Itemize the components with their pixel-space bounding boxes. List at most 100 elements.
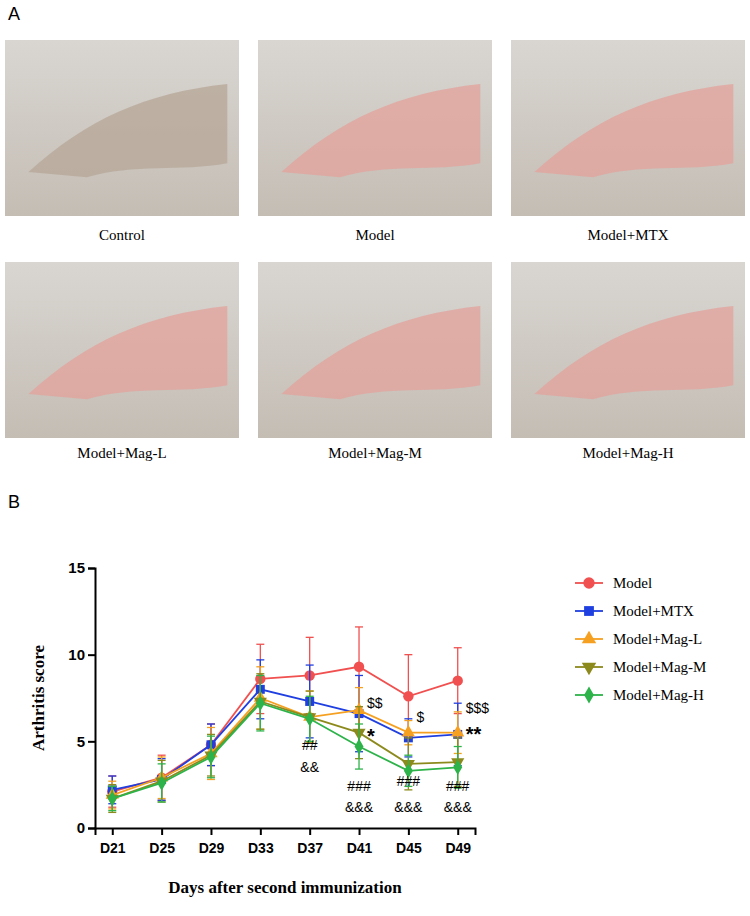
error-bar	[306, 691, 314, 743]
photo	[511, 40, 745, 216]
y-tick: 15	[68, 559, 95, 576]
photo	[258, 40, 492, 216]
figure: ABControlModelModel+MTXModel+Mag-LModel+…	[0, 0, 750, 916]
data-point	[305, 711, 314, 727]
data-point	[354, 662, 364, 672]
error-bar-cap	[306, 696, 314, 697]
series-line	[112, 667, 457, 792]
error-bar-cap	[404, 789, 412, 790]
x-tick: D33	[248, 828, 274, 856]
photo-caption: Model+Mag-M	[328, 445, 421, 461]
annotation: $$	[367, 695, 383, 711]
legend-marker	[583, 577, 594, 588]
x-tick-mark	[359, 828, 361, 835]
data-point	[206, 749, 215, 765]
annotation: *	[367, 725, 375, 747]
error-bar-cap	[256, 673, 264, 674]
y-tick: 0	[77, 819, 95, 836]
error-bar-cap	[108, 812, 116, 813]
y-axis-line	[88, 569, 96, 829]
annotation: ##	[302, 737, 318, 753]
error-bar-cap	[207, 735, 215, 736]
x-tick: D29	[199, 828, 225, 856]
y-tick-label: 5	[77, 733, 85, 750]
series-line	[112, 701, 457, 798]
error-bar-cap	[404, 755, 412, 756]
error-bar	[207, 736, 215, 778]
series-line	[112, 703, 457, 798]
data-point	[453, 760, 462, 776]
x-tick: D49	[445, 828, 471, 856]
panel-label: A	[8, 4, 20, 24]
photo-frame	[5, 40, 239, 216]
annotation: &&	[300, 759, 319, 775]
photo-caption: Model+Mag-H	[583, 445, 674, 461]
legend-marker	[584, 606, 594, 616]
error-bar	[306, 691, 314, 743]
x-tick-label: D49	[445, 840, 471, 856]
error-bar-cap	[306, 690, 314, 691]
photo-caption: Model	[355, 227, 394, 243]
legend-label: Model+Mag-H	[613, 687, 704, 703]
x-tick-mark	[210, 828, 212, 835]
error-bar-cap	[404, 718, 412, 719]
data-point	[256, 695, 265, 711]
legend-entry: Model	[575, 575, 652, 591]
error-bar-cap	[207, 777, 215, 778]
error-bar-cap	[108, 786, 116, 787]
legend: Model Model+MTX Model+Mag-L Model+Mag-M Mode…	[575, 575, 706, 703]
y-axis: 0 5 10 15	[68, 559, 95, 836]
y-tick-mark	[88, 568, 95, 570]
y-tick-label: 15	[68, 559, 85, 576]
annotation: **	[466, 723, 482, 745]
x-tick-mark	[161, 828, 163, 835]
error-bar-cap	[158, 755, 166, 756]
photo-caption: Model+MTX	[588, 227, 669, 243]
y-tick-label: 0	[77, 819, 85, 836]
error-bar-cap	[158, 756, 166, 757]
error-bar	[158, 760, 166, 802]
error-bar	[256, 675, 264, 730]
series	[106, 667, 465, 809]
photo-frame	[5, 262, 239, 438]
legend-label: Model+Mag-L	[613, 631, 702, 647]
series-line	[112, 689, 457, 790]
x-tick: D25	[149, 828, 175, 856]
error-bar-cap	[207, 727, 215, 728]
y-tick-mark	[88, 654, 95, 656]
error-bar-cap	[404, 737, 412, 738]
error-bar-cap	[158, 801, 166, 802]
error-bar-cap	[306, 664, 314, 665]
annotation: $$$	[466, 700, 490, 716]
legend-entry: Model+MTX	[575, 603, 694, 619]
error-bar-cap	[454, 711, 462, 712]
x-tick-label: D45	[396, 840, 422, 856]
error-bar-cap	[158, 763, 166, 764]
error-bar-cap	[454, 737, 462, 738]
plot-area	[106, 627, 465, 812]
error-bar	[158, 764, 166, 802]
error-bar-cap	[355, 723, 363, 724]
error-bar	[108, 786, 116, 810]
legend-label: Model+MTX	[613, 603, 694, 619]
photo	[511, 262, 745, 438]
error-bar-cap	[256, 730, 264, 731]
y-tick-mark	[88, 828, 95, 830]
error-bar-cap	[108, 784, 116, 785]
error-bar-cap	[207, 779, 215, 780]
y-tick-mark	[88, 741, 95, 743]
paw-shape	[281, 84, 480, 177]
photo-frame	[511, 262, 745, 438]
data-point	[453, 675, 463, 685]
x-tick-label: D33	[248, 840, 274, 856]
error-bar-cap	[355, 687, 363, 688]
error-bar-cap	[108, 775, 116, 776]
legend-label: Model+Mag-M	[613, 659, 706, 675]
x-tick-mark	[260, 828, 262, 835]
x-axis-line	[96, 829, 476, 836]
x-tick: D37	[297, 828, 323, 856]
error-bar	[355, 724, 363, 769]
y-tick: 10	[68, 646, 95, 663]
error-bar-cap	[256, 666, 264, 667]
error-bar-cap	[256, 644, 264, 645]
